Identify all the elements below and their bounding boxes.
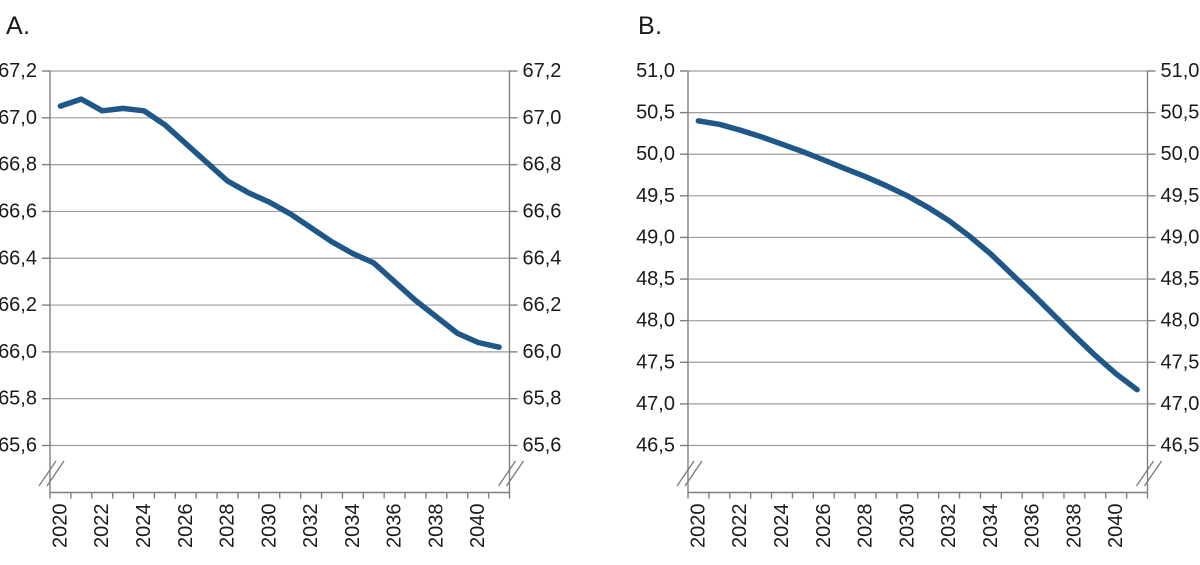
axis-break-mark [684,460,703,487]
y-axis-label-right: 65,8 [523,388,562,410]
y-axis-label-right: 46,5 [1161,435,1200,457]
data-series-line [57,96,502,350]
panel-label-a: A. [6,12,31,40]
x-axis-label: 2030 [258,504,280,549]
x-axis-label: 2032 [938,504,960,549]
y-axis-label-right: 67,0 [523,107,562,129]
x-axis-label: 2022 [729,504,751,549]
x-axis-label: 2020 [49,504,71,549]
y-axis-label-right: 50,0 [1161,143,1200,165]
y-axis-label-left: 65,6 [0,435,37,457]
y-axis-label-right: 50,5 [1161,102,1200,124]
y-axis-label-right: 48,0 [1161,310,1200,332]
line-chart-a: 67,2 67,2 67,0 67,0 66,8 66,8 66,6 66,6 66,4 66,4… [0,60,562,549]
y-axis-label-left: 47,5 [636,351,675,373]
y-axis-label-right: 48,5 [1161,268,1200,290]
y-axis-label-right: 66,4 [523,247,562,269]
y-axis-label-left: 66,6 [0,200,37,222]
y-axis-label-left: 49,0 [636,226,675,248]
y-axis-label-left: 51,0 [636,60,675,82]
x-axis-label: 2028 [217,504,239,549]
y-axis-label-left: 49,5 [636,185,675,207]
y-axis-label-right: 66,8 [523,154,562,176]
y-axis-label-right: 65,6 [523,435,562,457]
x-axis-label: 2034 [980,504,1002,549]
y-axis-label-left: 47,0 [636,393,675,415]
chart-panel-a: A. 67,2 67,2 67,0 67,0 66,8 66,8 66,6 66,6 66,4 6… [0,12,562,549]
x-axis-label: 2026 [813,504,835,549]
y-axis-label-left: 65,8 [0,388,37,410]
y-axis-label-left: 50,0 [636,143,675,165]
x-axis-label: 2024 [771,504,793,549]
y-axis-label-right: 47,5 [1161,351,1200,373]
y-axis-label-right: 67,2 [523,60,562,82]
axis-break-mark [505,460,525,487]
panel-label-b: B. [638,12,663,40]
y-axis-label-left: 67,2 [0,60,37,82]
y-axis-label-right: 49,5 [1161,185,1200,207]
x-axis-label: 2026 [175,504,197,549]
x-axis-label: 2020 [687,504,709,549]
axis-break-mark [38,460,57,487]
y-axis-label-right: 66,6 [523,200,562,222]
y-axis-label-left: 66,0 [0,341,37,363]
line-chart-b: 51,0 51,0 50,5 50,5 50,0 50,0 49,5 49,5 49,0 49,0… [636,60,1200,549]
y-axis-label-left: 50,5 [636,102,675,124]
axis-break-mark [676,460,695,487]
x-axis-label: 2040 [467,504,489,548]
y-axis-label-left: 48,0 [636,310,675,332]
y-axis-label-right: 66,2 [523,294,562,316]
x-axis-label: 2040 [1105,504,1127,549]
x-axis-label: 2030 [896,504,918,549]
axis-break-mark [1143,460,1163,487]
y-axis-label-right: 66,0 [523,341,562,363]
y-axis-label-left: 46,5 [636,435,675,457]
x-axis-label: 2038 [425,504,447,549]
y-axis-label-right: 49,0 [1161,226,1200,248]
y-axis-label-left: 67,0 [0,107,37,129]
x-axis-label: 2036 [1022,504,1044,549]
x-axis-label: 2034 [342,504,364,549]
axis-break-mark [497,460,517,487]
y-axis-label-left: 48,5 [636,268,675,290]
x-axis-label: 2028 [855,504,877,549]
y-axis-label-right: 47,0 [1161,393,1200,415]
axis-break-mark [46,460,65,487]
y-axis-label-left: 66,2 [0,294,37,316]
x-axis-label: 2036 [384,504,406,549]
axis-break-mark [1135,460,1155,487]
chart-panel-b: B. 51,0 51,0 50,5 50,5 50,0 50,0 49,5 49,5 49,0 4… [600,0,1200,565]
y-axis-label-left: 66,8 [0,154,37,176]
x-axis-label: 2032 [300,504,322,549]
x-axis-label: 2038 [1063,504,1085,548]
y-axis-label-right: 51,0 [1161,60,1200,82]
data-series-line [695,118,1140,393]
x-axis-label: 2024 [133,504,155,549]
y-axis-label-left: 66,4 [0,247,37,269]
x-axis-label: 2022 [91,504,113,549]
